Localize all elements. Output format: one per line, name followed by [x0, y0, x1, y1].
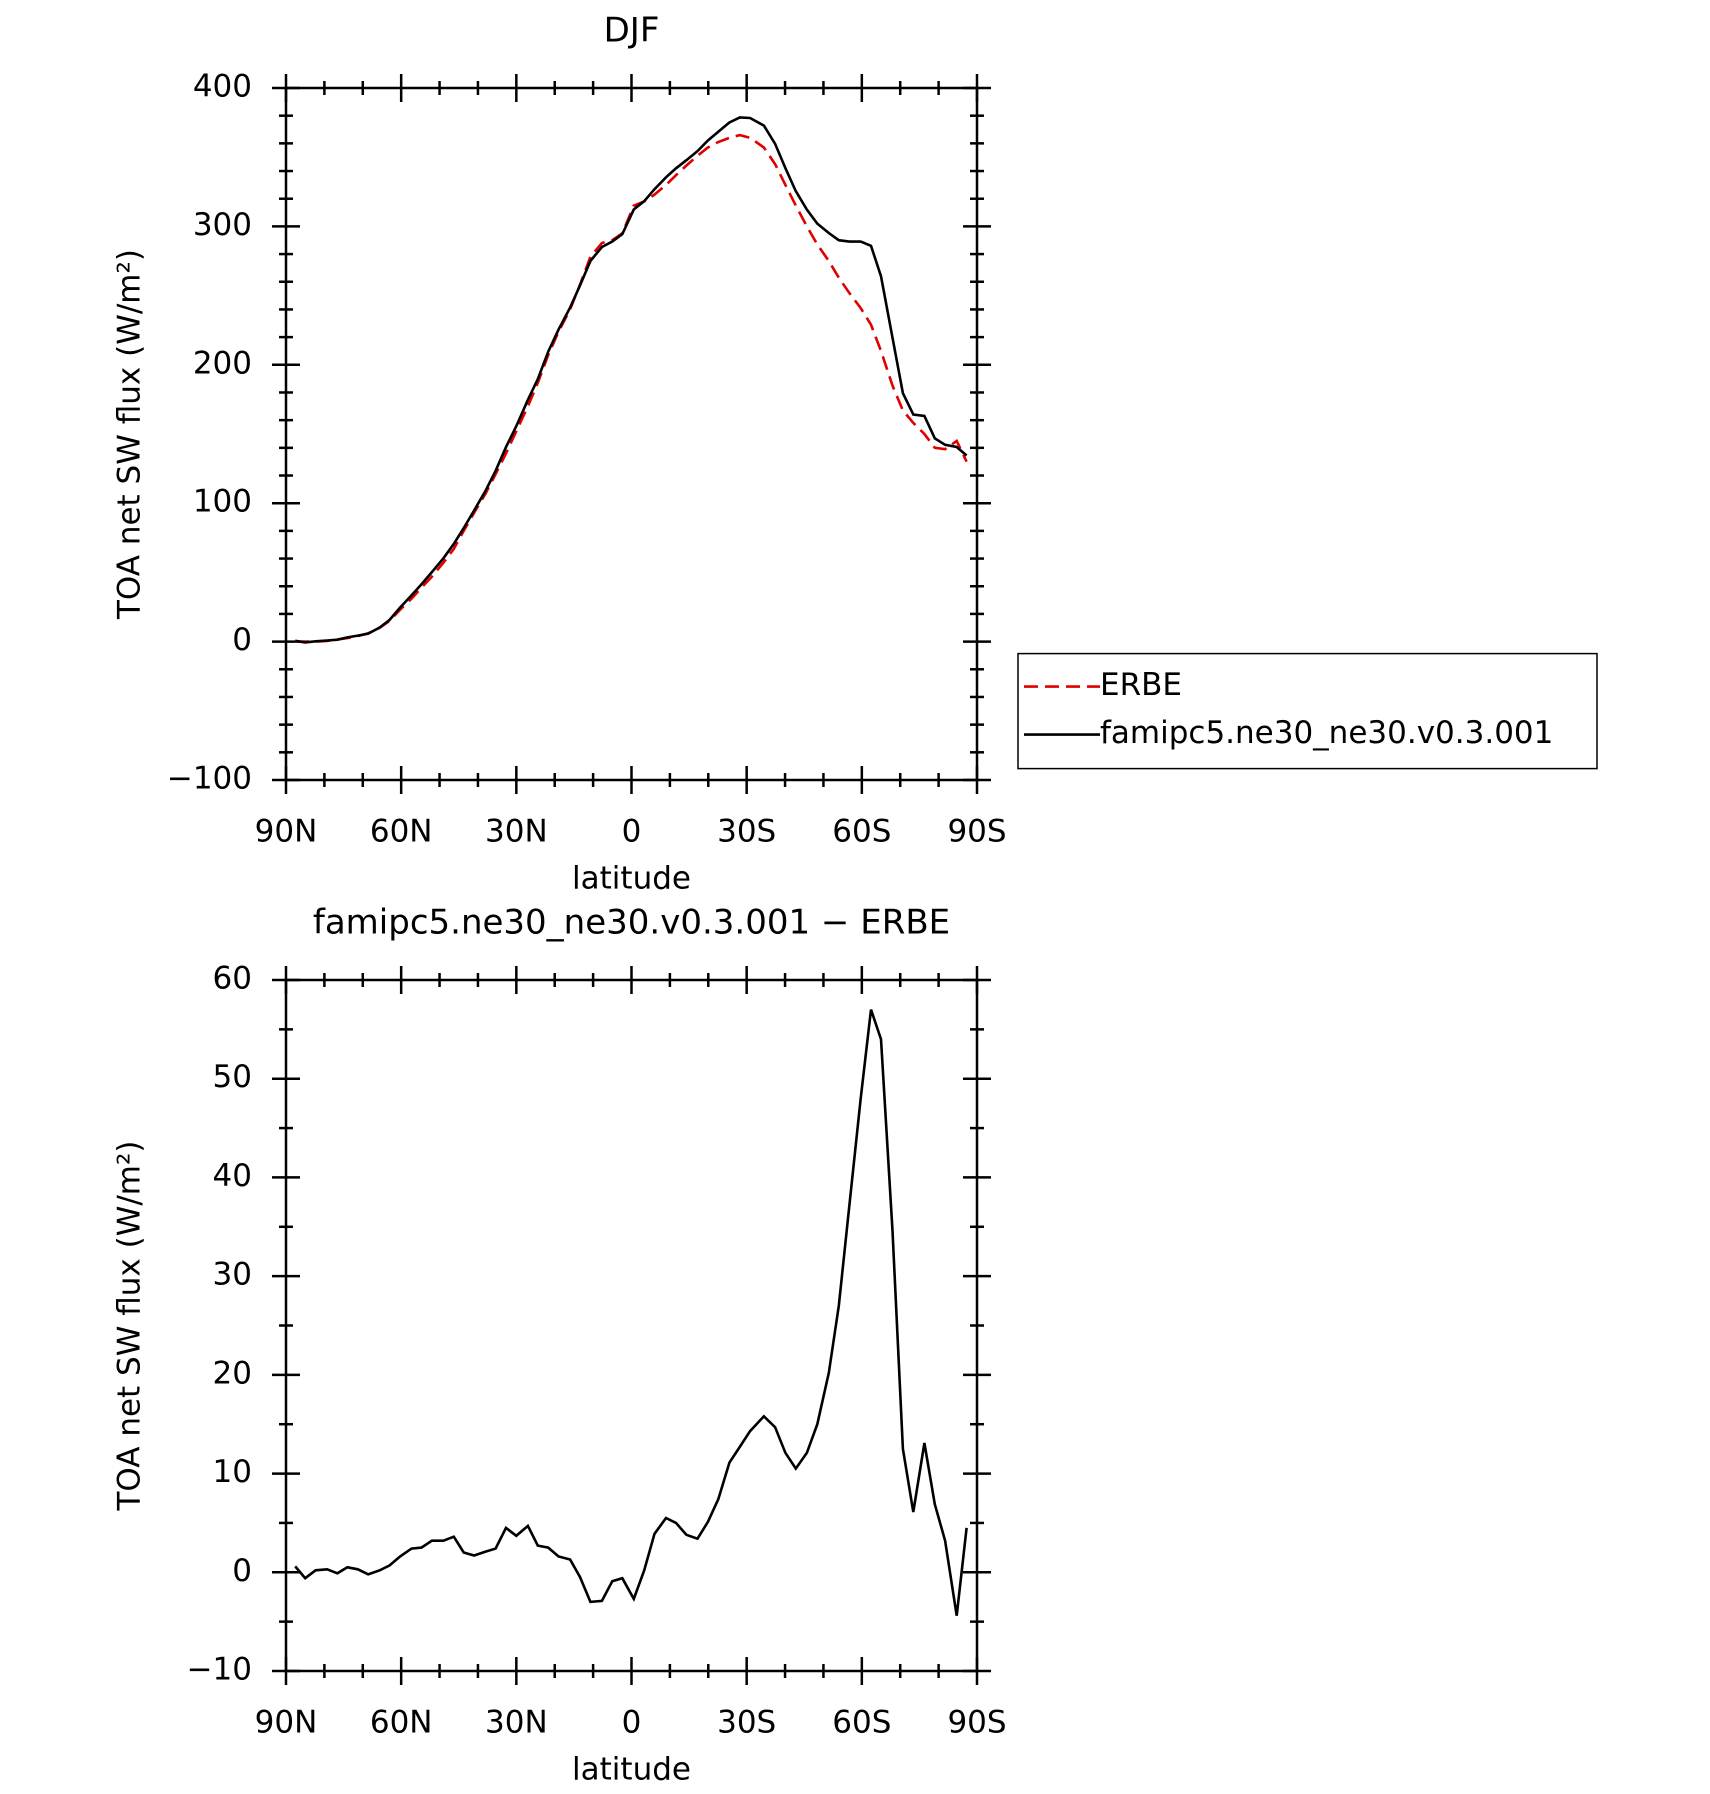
y-tick-label: 300	[193, 207, 252, 243]
chart-title: famipc5.ne30_ne30.v0.3.001 − ERBE	[313, 903, 950, 943]
y-axis-label: TOA net SW flux (W/m²)	[112, 1140, 148, 1511]
x-tick-label: 0	[622, 814, 642, 850]
y-tick-label: −10	[187, 1652, 252, 1688]
x-tick-label: 90N	[255, 1705, 318, 1741]
y-tick-label: 40	[213, 1158, 252, 1194]
x-axis-label: latitude	[572, 1752, 691, 1788]
y-tick-label: 10	[213, 1454, 252, 1490]
x-tick-label: 0	[622, 1705, 642, 1741]
series-line	[295, 133, 968, 643]
y-tick-label: 200	[193, 345, 252, 381]
y-tick-label: 400	[193, 69, 252, 105]
x-tick-label: 60S	[832, 1705, 891, 1741]
x-tick-label: 90S	[947, 1705, 1006, 1741]
y-tick-label: 20	[213, 1355, 252, 1391]
plot-frame	[284, 86, 979, 782]
chart-title: DJF	[604, 11, 660, 51]
legend-box	[1017, 652, 1598, 770]
series-line	[294, 1009, 968, 1616]
x-tick-label: 60N	[370, 1705, 433, 1741]
plot: DJF latitude TOA net SW flux (W/m²) 90N 60N 3…	[112, 11, 1598, 897]
x-tick-label: 30S	[717, 814, 776, 850]
x-tick-label: 60S	[832, 814, 891, 850]
y-tick-label: 60	[213, 961, 252, 997]
x-tick-label: 90S	[947, 814, 1006, 850]
x-tick-label: 30S	[717, 1705, 776, 1741]
legend-label: ERBE	[1100, 667, 1182, 703]
y-tick-label: 50	[213, 1059, 252, 1095]
plot-frame	[284, 978, 979, 1673]
y-tick-label: 0	[232, 1553, 252, 1589]
x-tick-label: 30N	[485, 814, 548, 850]
y-tick-label: −100	[167, 761, 252, 797]
legend-label: famipc5.ne30_ne30.v0.3.001	[1100, 715, 1553, 751]
series-line	[294, 116, 968, 644]
x-tick-label: 90N	[255, 814, 318, 850]
y-tick-label: 0	[232, 622, 252, 658]
y-tick-label: 30	[213, 1257, 252, 1293]
x-tick-label: 60N	[370, 814, 433, 850]
y-axis-label: TOA net SW flux (W/m²)	[112, 249, 148, 620]
legend: ERBE famipc5.ne30_ne30.v0.3.001	[1017, 652, 1598, 770]
plot: famipc5.ne30_ne30.v0.3.001 − ERBE latitud…	[112, 903, 1007, 1788]
x-tick-label: 30N	[485, 1705, 548, 1741]
x-axis-label: latitude	[572, 861, 691, 897]
y-tick-label: 100	[193, 484, 252, 520]
